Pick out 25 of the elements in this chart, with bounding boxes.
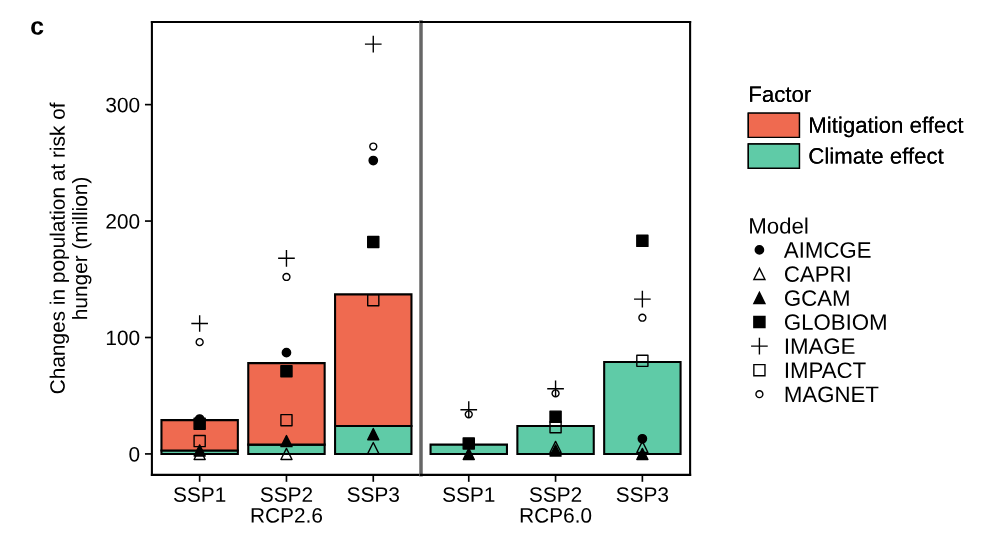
x-tick-label: SSP1 (443, 487, 495, 502)
legend-label: GLOBIOM (784, 314, 886, 331)
legend-label: Climate effect (809, 147, 944, 164)
x-tick-label: SSP1 (173, 487, 226, 502)
legend-title: Factor (750, 86, 811, 103)
x-tick-label: SSP3 (616, 487, 669, 502)
x-tick-label: SSP2 (260, 487, 313, 502)
text: Model (750, 217, 808, 234)
legend-label: GCAM (784, 290, 849, 306)
text: c (31, 21, 44, 35)
legend-label: MAGNET (785, 386, 879, 403)
legend-label: Mitigation effect (810, 116, 964, 138)
y-axis-title: Changes in population at risk of hunger (million) (49, 102, 92, 394)
y-tick-label: 200 (106, 214, 140, 229)
legend-label: IMAGE (785, 338, 855, 355)
x-tick-label: SSP2 (529, 487, 582, 502)
legend-label: AIMCGE (783, 242, 871, 258)
x-tick-label: SSP3 (347, 487, 399, 502)
legend-label: IMPACT (785, 362, 866, 379)
y-tick-label: 300 (106, 97, 140, 113)
y-tick-label: 100 (106, 330, 140, 346)
x-axis-title: RCP6.0 (520, 508, 592, 523)
x-axis-title: RCP2.6 (251, 508, 323, 523)
legend-label: CAPRI (784, 266, 850, 282)
y-tick-label: 0 (129, 446, 140, 462)
